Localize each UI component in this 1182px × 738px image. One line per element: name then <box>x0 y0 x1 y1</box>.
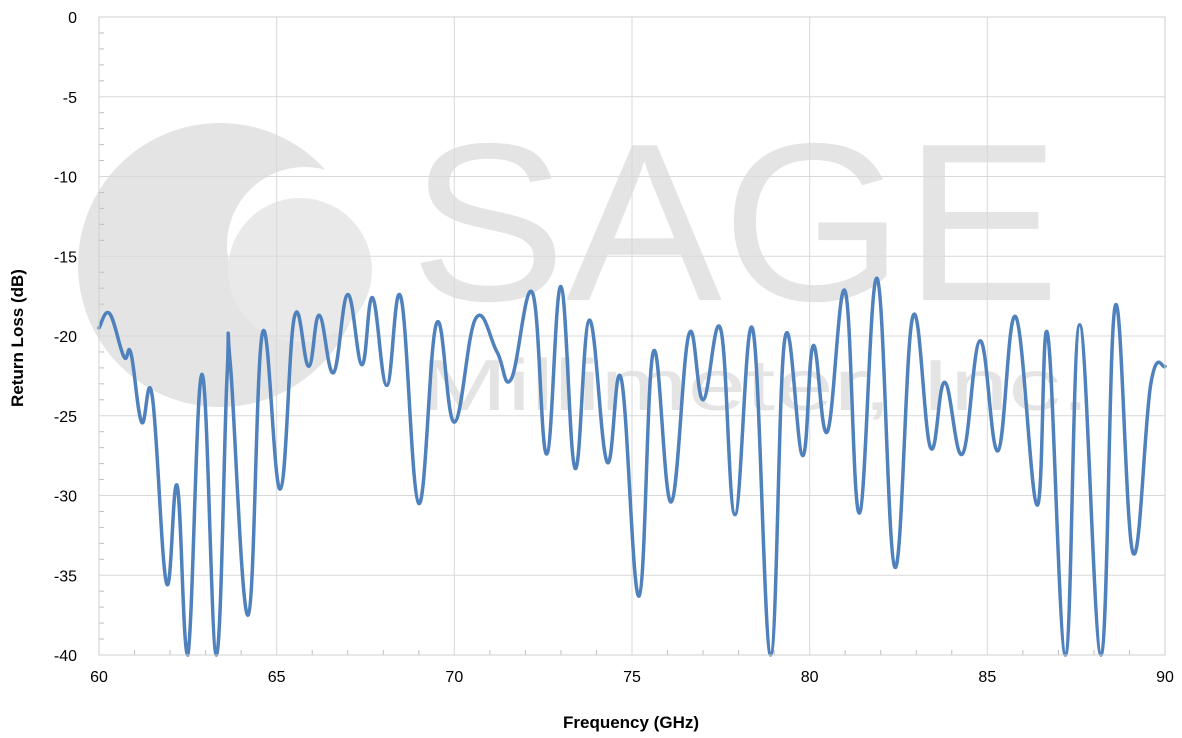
y-tick-label: -40 <box>54 648 77 665</box>
y-tick-label: -25 <box>54 409 77 426</box>
y-minor-ticks <box>99 32 1130 655</box>
y-tick-label: -15 <box>54 249 77 266</box>
plot-area-border <box>98 16 1166 656</box>
x-tick-label: 65 <box>268 669 286 686</box>
y-tick-label: -10 <box>54 170 77 187</box>
x-tick-label: 75 <box>623 669 641 686</box>
x-tick-label: 85 <box>978 669 996 686</box>
x-tick-label: 70 <box>445 669 463 686</box>
y-axis-tick-labels: 0 -5 -10 -15 -20 -25 -30 -35 -40 <box>54 10 77 665</box>
watermark-primary-text: SAGE <box>410 96 1060 348</box>
y-tick-label: -35 <box>54 568 77 585</box>
x-axis-title: Frequency (GHz) <box>563 713 699 732</box>
return-loss-line <box>97 276 1167 657</box>
y-tick-label: -5 <box>63 90 77 107</box>
y-axis-title: Return Loss (dB) <box>8 269 27 407</box>
y-tick-label: 0 <box>68 10 77 27</box>
x-tick-label: 90 <box>1156 669 1174 686</box>
x-axis-tick-labels: 60 65 70 75 80 85 90 <box>90 669 1174 686</box>
x-tick-label: 60 <box>90 669 108 686</box>
y-tick-label: -20 <box>54 329 77 346</box>
x-tick-label: 80 <box>801 669 819 686</box>
y-tick-label: -30 <box>54 489 77 506</box>
